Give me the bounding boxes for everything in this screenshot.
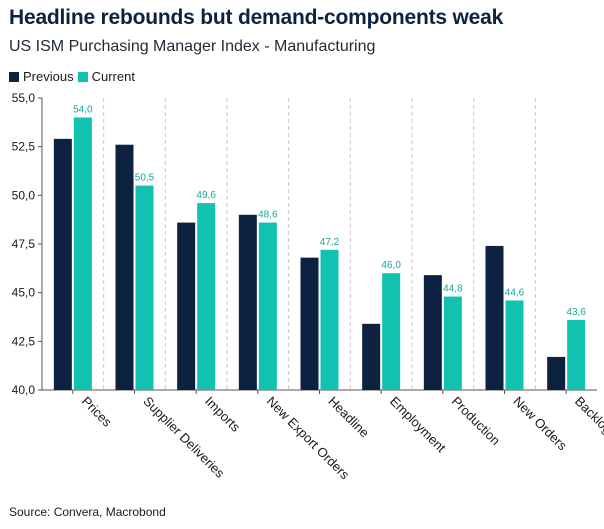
legend-swatch-current: [77, 71, 88, 82]
legend-label-current: Current: [91, 69, 135, 84]
bar-previous: [485, 245, 504, 390]
y-tick-label: 55,0: [12, 91, 36, 105]
data-label-current: 54,0: [73, 104, 93, 115]
y-tick-label: 40,0: [12, 383, 36, 397]
x-tick-label: Prices: [79, 394, 115, 430]
bar-previous: [238, 214, 257, 390]
data-label-current: 44,8: [443, 284, 463, 295]
x-tick-label: Employment: [387, 394, 449, 456]
bar-previous: [300, 257, 319, 390]
bar-previous: [362, 323, 381, 390]
data-label-current: 47,2: [320, 237, 340, 248]
x-tick-label: New Orders: [510, 394, 570, 454]
legend: Previous Current: [9, 69, 139, 84]
source-note: Source: Convera, Macrobond: [9, 505, 166, 519]
y-tick-label: 50,0: [12, 188, 36, 202]
x-tick-label: Production: [449, 394, 504, 449]
x-tick-label: Imports: [202, 394, 244, 436]
bar-previous: [547, 356, 566, 390]
bar-current: [320, 249, 339, 390]
y-tick-label: 42,5: [12, 334, 36, 348]
bar-previous: [423, 275, 442, 390]
bar-current: [73, 117, 92, 390]
chart-title: Headline rebounds but demand-components …: [9, 6, 504, 29]
data-label-current: 43,6: [566, 307, 586, 318]
bar-previous: [115, 144, 134, 390]
bar-current: [443, 296, 462, 390]
legend-label-previous: Previous: [23, 69, 74, 84]
legend-item-current: Current: [77, 69, 135, 84]
data-label-current: 50,5: [135, 173, 155, 184]
legend-item-previous: Previous: [9, 69, 74, 84]
data-label-current: 46,0: [381, 260, 401, 271]
y-tick-label: 52,5: [12, 140, 36, 154]
bar-current: [505, 300, 524, 390]
bar-previous: [53, 138, 72, 390]
bar-current: [567, 319, 586, 390]
y-tick-label: 47,5: [12, 237, 36, 251]
data-label-current: 48,6: [258, 210, 278, 221]
x-tick-label: Headline: [325, 394, 372, 441]
y-tick-label: 45,0: [12, 286, 36, 300]
bar-current: [382, 273, 401, 390]
data-label-current: 49,6: [196, 190, 216, 201]
bar-previous: [177, 222, 196, 390]
bar-current: [135, 185, 154, 390]
data-label-current: 44,6: [505, 287, 525, 298]
x-tick-label: Backlog: [572, 394, 604, 437]
bar-current: [258, 222, 277, 390]
legend-swatch-previous: [9, 71, 19, 82]
chart-subtitle: US ISM Purchasing Manager Index - Manufa…: [9, 38, 376, 55]
bar-current: [197, 203, 216, 390]
